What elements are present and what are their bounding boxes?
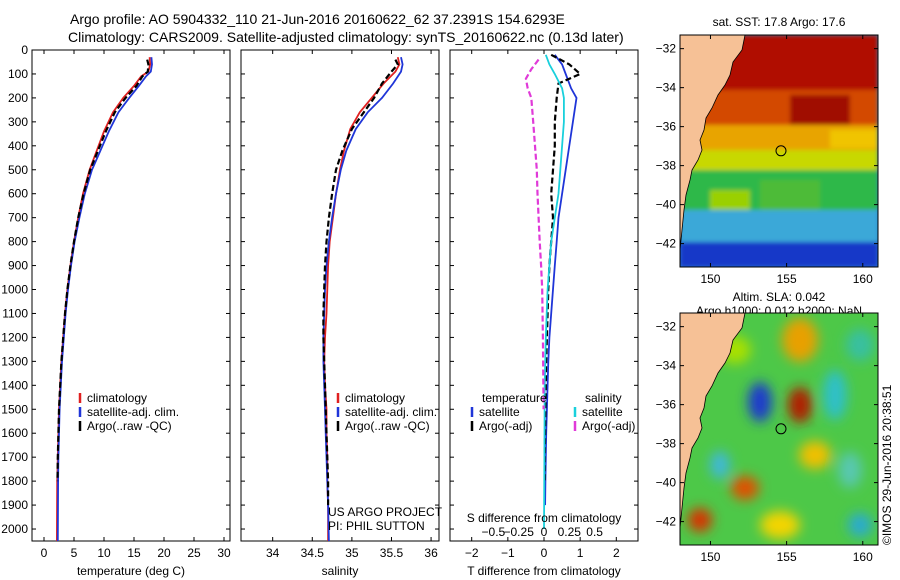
y-tick-label: −42 (656, 515, 677, 529)
salinity-plot: 34 34.5 35 35.5 36 salinity climatologysatelli… (240, 49, 443, 578)
y-tick-label: 1400 (1, 378, 28, 392)
difference-plot: −2 −1 0 1 2 T difference from climatology −0.5… (449, 49, 639, 578)
y-tick-label: 900 (8, 259, 28, 273)
argo-position-marker (775, 145, 787, 157)
imos-stamp: ©IMOS 29-Jun-2016 20:38:51 (880, 384, 894, 545)
legend-entry: Argo(..raw -QC) (87, 419, 172, 433)
y-tick-label: 1100 (2, 306, 28, 320)
x-tick-label: 5 (71, 546, 78, 560)
legend-title-salinity: salinity (585, 391, 622, 405)
x-tick-label: 35.5 (380, 546, 404, 560)
x-tick-label: 10 (97, 546, 111, 560)
figure-title-line2: Climatology: CARS2009. Satellite-adjuste… (68, 29, 624, 45)
x2-tick-label: 0.5 (586, 525, 603, 539)
sst-map-title: sat. SST: 17.8 Argo: 17.6 (713, 15, 846, 29)
y-tick-label: 200 (8, 91, 28, 105)
series-line (524, 58, 545, 410)
x-tick-label: 30 (217, 546, 231, 560)
x-tick-label: 150 (700, 272, 720, 286)
y-tick-label: −32 (656, 320, 677, 334)
y-tick-label: 500 (8, 163, 28, 177)
series-line (322, 59, 400, 506)
y-tick-label: 800 (8, 235, 28, 249)
legend-entry: satellite (582, 405, 623, 419)
y-tick-label: −40 (656, 476, 677, 490)
legend-entry: satellite (479, 405, 520, 419)
y-tick-label: −34 (656, 359, 677, 373)
y-tick-label: 0 (21, 43, 28, 57)
x-tick-label: 1 (577, 546, 584, 560)
x-tick-label: −2 (465, 546, 479, 560)
y-tick-label: −40 (656, 198, 677, 212)
x-tick-label: 2 (613, 546, 620, 560)
series-line (544, 54, 578, 506)
series-line (543, 54, 565, 530)
y-tick-label: 600 (8, 187, 28, 201)
y-tick-label: 1900 (1, 498, 28, 512)
y-tick-label: −42 (656, 237, 677, 251)
plot-frame (240, 49, 440, 542)
y-tick-label: 1300 (1, 354, 28, 368)
x-axis-label: temperature (deg C) (77, 564, 185, 578)
y-tick-label: 1600 (1, 426, 28, 440)
x-axis-label: salinity (322, 564, 359, 578)
y-tick-label: −32 (656, 42, 677, 56)
x-tick-label: 155 (777, 550, 797, 564)
y-tick-label: 700 (8, 211, 28, 225)
figure-title-line1: Argo profile: AO 5904332_110 21-Jun-2016… (70, 11, 565, 27)
y-tick-label: 1200 (1, 330, 28, 344)
x-tick-label: 25 (187, 546, 201, 560)
x2-tick-label: −0.25 (504, 525, 535, 539)
x-tick-label: 160 (853, 272, 873, 286)
x-tick-label: 34 (266, 546, 280, 560)
sla-map-panel: Altim. SLA: 0.042 Argo h1000: 0.012 h200… (656, 290, 879, 564)
x2-tick-label: −0.5 (482, 525, 506, 539)
argo-position-marker (775, 423, 787, 435)
y-tick-label: 1700 (1, 450, 28, 464)
y-tick-label: −36 (656, 398, 677, 412)
x2-axis-label: S difference from climatology (467, 511, 622, 525)
y-tick-label: 400 (8, 139, 28, 153)
x-tick-label: 160 (853, 550, 873, 564)
project-annotation: PI: PHIL SUTTON (328, 519, 425, 533)
x-tick-label: 36 (424, 546, 438, 560)
x2-tick-label: 0 (541, 525, 548, 539)
project-annotation: US ARGO PROJECT (328, 505, 443, 519)
x-tick-label: 0 (541, 546, 548, 560)
x-tick-label: 35 (345, 546, 359, 560)
y-tick-label: 1800 (1, 474, 28, 488)
y-tick-label: −38 (656, 159, 677, 173)
legend-entry: Argo(-adj) (582, 419, 635, 433)
legend-entry: satellite-adj. clim. (87, 405, 179, 419)
x-tick-label: 20 (157, 546, 171, 560)
legend-entry: satellite-adj. clim. (345, 405, 437, 419)
x-tick-label: 34.5 (301, 546, 325, 560)
x-tick-label: 155 (777, 272, 797, 286)
y-tick-label: 300 (8, 115, 28, 129)
legend-entry: climatology (87, 391, 147, 405)
y-tick-label: −38 (656, 437, 677, 451)
y-tick-label: 100 (8, 67, 28, 81)
legend-entry: Argo(..raw -QC) (345, 419, 430, 433)
plot-frame (31, 49, 231, 542)
y-tick-label: −36 (656, 120, 677, 134)
x-tick-label: −1 (501, 546, 515, 560)
y-tick-label: 1500 (1, 402, 28, 416)
temperature-plot: 0100200300400500600700800900100011001200… (1, 43, 231, 578)
legend-entry: Argo(-adj) (479, 419, 532, 433)
x-tick-label: 150 (700, 550, 720, 564)
y-tick-label: 1000 (1, 283, 28, 297)
legend-title-temperature: temperature (482, 391, 547, 405)
legend-entry: climatology (345, 391, 405, 405)
x-axis-label: T difference from climatology (467, 564, 621, 578)
series-line (56, 59, 150, 482)
sst-map-panel: sat. SST: 17.8 Argo: 17.6 150 155 160 −32 −3… (656, 15, 879, 286)
x-tick-label: 15 (127, 546, 141, 560)
y-tick-label: −34 (656, 81, 677, 95)
sla-map-title: Altim. SLA: 0.042 (733, 290, 826, 304)
y-tick-label: 2000 (1, 522, 28, 536)
x-tick-label: 0 (41, 546, 48, 560)
x2-tick-label: 0.25 (558, 525, 582, 539)
